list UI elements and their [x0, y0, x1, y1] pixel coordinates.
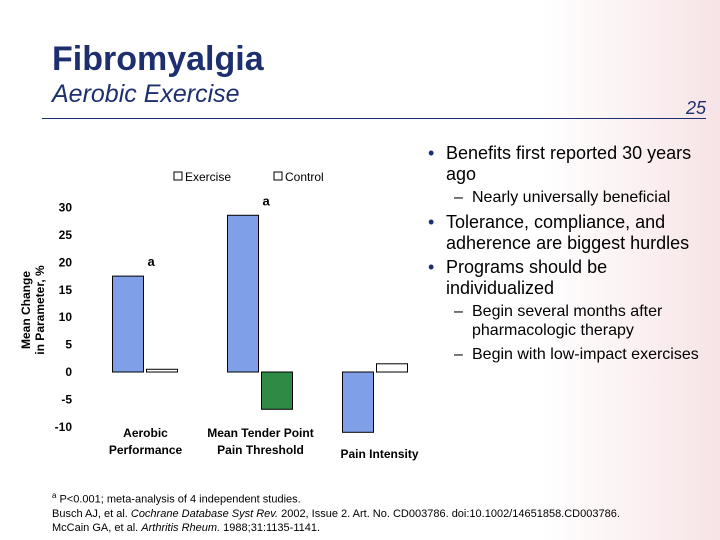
y-tick-label: -10 [55, 420, 73, 434]
y-tick-label: 25 [59, 228, 73, 242]
sub-bullet: Begin with low-impact exercises [428, 345, 713, 364]
x-tick-label: Pain Intensity [340, 447, 419, 461]
bullet: Benefits first reported 30 years ago [428, 143, 713, 185]
legend-label: Control [285, 170, 324, 184]
bullet: Tolerance, compliance, and adherence are… [428, 212, 713, 254]
y-tick-label: 20 [59, 255, 73, 269]
annotation: a [263, 193, 271, 208]
reference-part: McCain GA, et al. [52, 521, 142, 534]
y-tick-label: 15 [59, 283, 73, 297]
x-tick-label: Aerobic Performance [108, 426, 183, 457]
title-rule [42, 118, 706, 119]
reference-part: Arthritis Rheum. [141, 521, 221, 534]
y-axis-label-line: in Parameter, % [33, 265, 47, 355]
y-tick-label: 10 [59, 310, 73, 324]
legend-swatch [173, 171, 183, 181]
bar [261, 371, 293, 410]
slide-title: Fibromyalgia [52, 40, 264, 78]
y-axis-label-line: Mean Change [19, 271, 33, 349]
bar [376, 363, 408, 373]
reference: McCain GA, et al. Arthritis Rheum. 1988;… [52, 521, 702, 535]
legend-label: Exercise [185, 170, 231, 184]
bar [342, 371, 374, 433]
y-tick-label: 30 [59, 201, 73, 215]
reference-part: 1988;31:1135-1141. [220, 521, 321, 534]
bullet: Programs should be individualized [428, 257, 713, 299]
y-tick-label: -5 [61, 392, 72, 406]
bar [227, 214, 259, 373]
legend-swatch [273, 171, 283, 181]
reference: Busch AJ, et al. Cochrane Database Syst … [52, 507, 702, 521]
y-axis-label: Mean Changein Parameter, % [19, 265, 47, 355]
y-tick-label: 0 [65, 365, 72, 379]
bar [112, 275, 144, 373]
slide-subtitle: Aerobic Exercise [52, 80, 240, 108]
reference-part: Cochrane Database Syst Rev. [130, 507, 279, 520]
annotation: a [148, 254, 156, 269]
page-number: 25 [685, 98, 706, 118]
footnote-line: a P<0.001; meta-analysis of 4 independent… [52, 489, 702, 507]
reference-part: 2002, Issue 2. Art. No. CD003786. doi:10… [278, 507, 620, 520]
sub-bullet: Begin several months after pharmacologic… [428, 302, 713, 340]
bar [146, 368, 178, 373]
reference-part: Busch AJ, et al. [52, 507, 131, 520]
footnote: a P<0.001; meta-analysis of 4 independent… [52, 489, 702, 535]
bullet-list: Benefits first reported 30 years ago Near… [428, 143, 713, 369]
footnote-marker: a [52, 491, 57, 500]
footnote-text: P<0.001; meta-analysis of 4 independent … [59, 493, 301, 506]
sub-bullet: Nearly universally beneficial [428, 188, 713, 207]
y-tick-label: 5 [65, 338, 72, 352]
x-tick-label: Mean Tender Point Pain Threshold [207, 426, 314, 457]
